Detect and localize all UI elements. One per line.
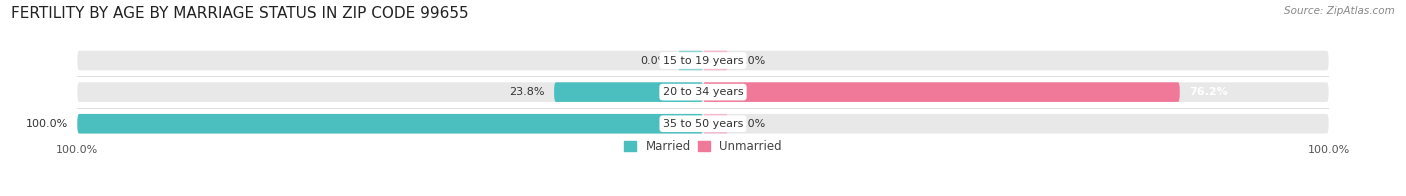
- FancyBboxPatch shape: [703, 82, 1180, 102]
- FancyBboxPatch shape: [554, 82, 703, 102]
- Text: Source: ZipAtlas.com: Source: ZipAtlas.com: [1284, 6, 1395, 16]
- Text: 100.0%: 100.0%: [25, 119, 67, 129]
- FancyBboxPatch shape: [703, 51, 728, 70]
- FancyBboxPatch shape: [77, 51, 1329, 70]
- Text: 76.2%: 76.2%: [1189, 87, 1227, 97]
- FancyBboxPatch shape: [77, 82, 1329, 102]
- FancyBboxPatch shape: [77, 114, 1329, 133]
- Text: 23.8%: 23.8%: [509, 87, 544, 97]
- Text: 35 to 50 years: 35 to 50 years: [662, 119, 744, 129]
- FancyBboxPatch shape: [703, 114, 728, 133]
- Text: 20 to 34 years: 20 to 34 years: [662, 87, 744, 97]
- Text: 15 to 19 years: 15 to 19 years: [662, 55, 744, 65]
- Text: FERTILITY BY AGE BY MARRIAGE STATUS IN ZIP CODE 99655: FERTILITY BY AGE BY MARRIAGE STATUS IN Z…: [11, 6, 468, 21]
- Text: 0.0%: 0.0%: [640, 55, 669, 65]
- FancyBboxPatch shape: [77, 114, 703, 133]
- Legend: Married, Unmarried: Married, Unmarried: [624, 140, 782, 153]
- Text: 0.0%: 0.0%: [737, 55, 766, 65]
- FancyBboxPatch shape: [678, 51, 703, 70]
- Text: 0.0%: 0.0%: [737, 119, 766, 129]
